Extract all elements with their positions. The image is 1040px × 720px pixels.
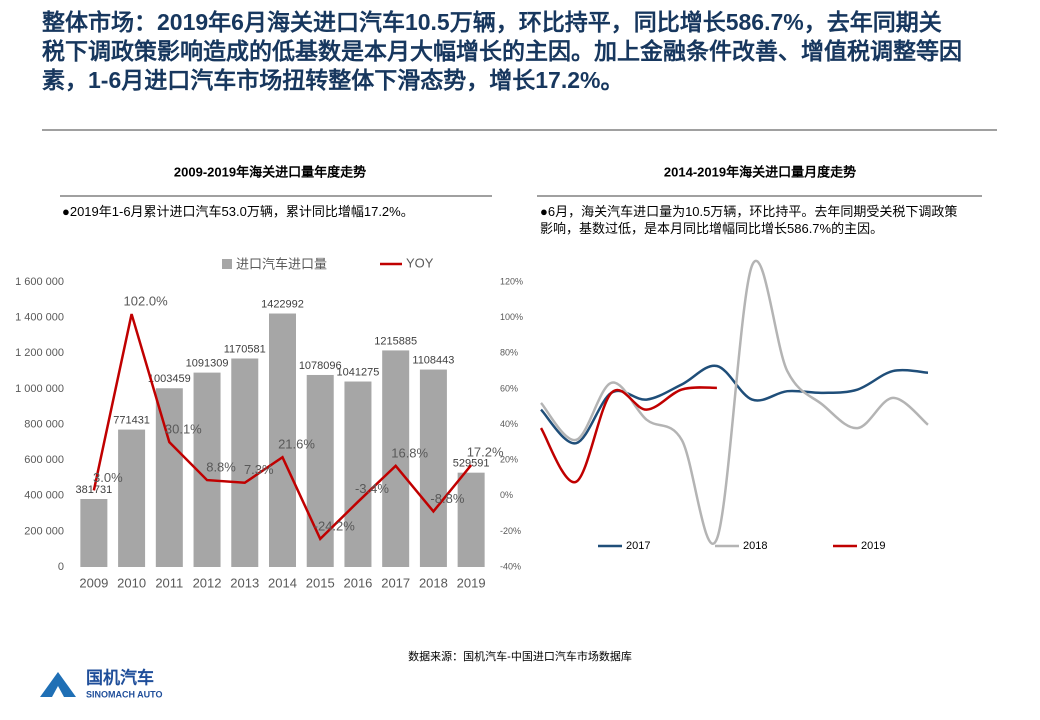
yoy-label: 21.6% — [278, 437, 315, 452]
yoy-label: 16.8% — [391, 445, 428, 460]
bar-label: 771431 — [113, 414, 150, 426]
legend-label: YOY — [406, 255, 434, 270]
y2-tick-label: -20% — [500, 526, 521, 536]
x-tick-label: 2017 — [381, 575, 410, 590]
series-line — [540, 364, 929, 445]
y-tick-label: 1 600 000 — [15, 276, 64, 288]
yoy-label: 3.0% — [93, 470, 123, 485]
bar — [382, 350, 410, 567]
y2-tick-label: 60% — [500, 383, 518, 393]
bar-label: 529591 — [453, 458, 490, 470]
x-tick-label: 2016 — [343, 575, 372, 590]
chart-note: ●6月，海关汽车进口量为10.5万辆，环比持平。去年同期受关税下调政策影响，基数… — [540, 204, 958, 236]
bar-label: 1041275 — [337, 366, 380, 378]
series-line — [539, 386, 717, 484]
logo-name-en: SINOMACH AUTO — [86, 689, 163, 699]
bar-label: 1215885 — [374, 335, 417, 347]
y2-tick-label: 20% — [500, 455, 518, 465]
chart-title: 2009-2019年海关进口量年度走势 — [174, 164, 366, 179]
bar — [269, 313, 296, 567]
logo-name: 国机汽车 — [86, 667, 154, 687]
legend-label: 2019 — [861, 540, 885, 552]
y-tick-label: 600 000 — [24, 454, 64, 466]
y2-tick-label: 0% — [500, 490, 513, 500]
yoy-label: -24.2% — [314, 518, 356, 533]
x-tick-label: 2009 — [79, 575, 108, 590]
chart-title: 2014-2019年海关进口量月度走势 — [664, 164, 856, 179]
bar — [419, 369, 447, 567]
y2-tick-label: 120% — [500, 276, 523, 286]
y-tick-label: 1 000 000 — [15, 383, 64, 395]
legend-label: 2017 — [626, 540, 650, 552]
bar-label: 1422992 — [261, 298, 304, 310]
bar — [155, 388, 183, 567]
yoy-label: -8.8% — [430, 491, 464, 506]
x-tick-label: 2015 — [306, 575, 335, 590]
y-tick-label: 0 — [58, 561, 64, 573]
x-tick-label: 2013 — [230, 575, 259, 590]
bar — [306, 374, 334, 567]
chart-note: ●2019年1-6月累计进口汽车53.0万辆，累计同比增幅17.2%。 — [62, 204, 414, 219]
y-tick-label: 200 000 — [24, 525, 64, 537]
y2-tick-label: -40% — [500, 561, 521, 571]
bar — [231, 358, 259, 567]
source: 数据来源：国机汽车-中国进口汽车市场数据库 — [408, 649, 632, 663]
bar — [118, 429, 146, 567]
bar-label: 1091309 — [186, 358, 229, 370]
logo-icon — [40, 672, 76, 697]
x-tick-label: 2019 — [457, 575, 486, 590]
y-tick-label: 400 000 — [24, 490, 64, 502]
y-tick-label: 1 200 000 — [15, 347, 64, 359]
yoy-line — [92, 313, 473, 541]
yoy-label: 8.8% — [206, 460, 236, 475]
bar-label: 1108443 — [412, 354, 454, 366]
slide-title: 整体市场：2019年6月海关进口汽车10.5万辆，环比持平，同比增长586.7%… — [42, 9, 962, 93]
yoy-label: 30.1% — [165, 422, 202, 437]
bar — [457, 472, 485, 567]
y-tick-label: 800 000 — [24, 418, 64, 430]
y2-tick-label: 100% — [500, 312, 523, 322]
yoy-label: 7.3% — [244, 462, 274, 477]
legend-label: 进口汽车进口量 — [236, 256, 327, 271]
bar-label: 1170581 — [224, 343, 266, 355]
legend-swatch — [222, 259, 232, 269]
x-tick-label: 2010 — [117, 575, 146, 590]
yoy-label: 102.0% — [124, 294, 169, 309]
y2-tick-label: 40% — [500, 419, 518, 429]
legend-label: 2018 — [743, 540, 767, 552]
y-tick-label: 1 400 000 — [15, 312, 64, 324]
yoy-label: -3.4% — [355, 481, 389, 496]
bar — [344, 381, 372, 567]
bar-label: 1003459 — [148, 373, 191, 385]
bar-label: 1078096 — [299, 360, 342, 372]
x-tick-label: 2012 — [193, 575, 222, 590]
bar — [80, 499, 108, 567]
x-tick-label: 2011 — [155, 575, 183, 590]
x-tick-label: 2018 — [419, 575, 448, 590]
y2-tick-label: 80% — [500, 348, 518, 358]
x-tick-label: 2014 — [268, 575, 297, 590]
series-line — [540, 260, 929, 545]
yoy-label: 17.2% — [467, 445, 504, 460]
